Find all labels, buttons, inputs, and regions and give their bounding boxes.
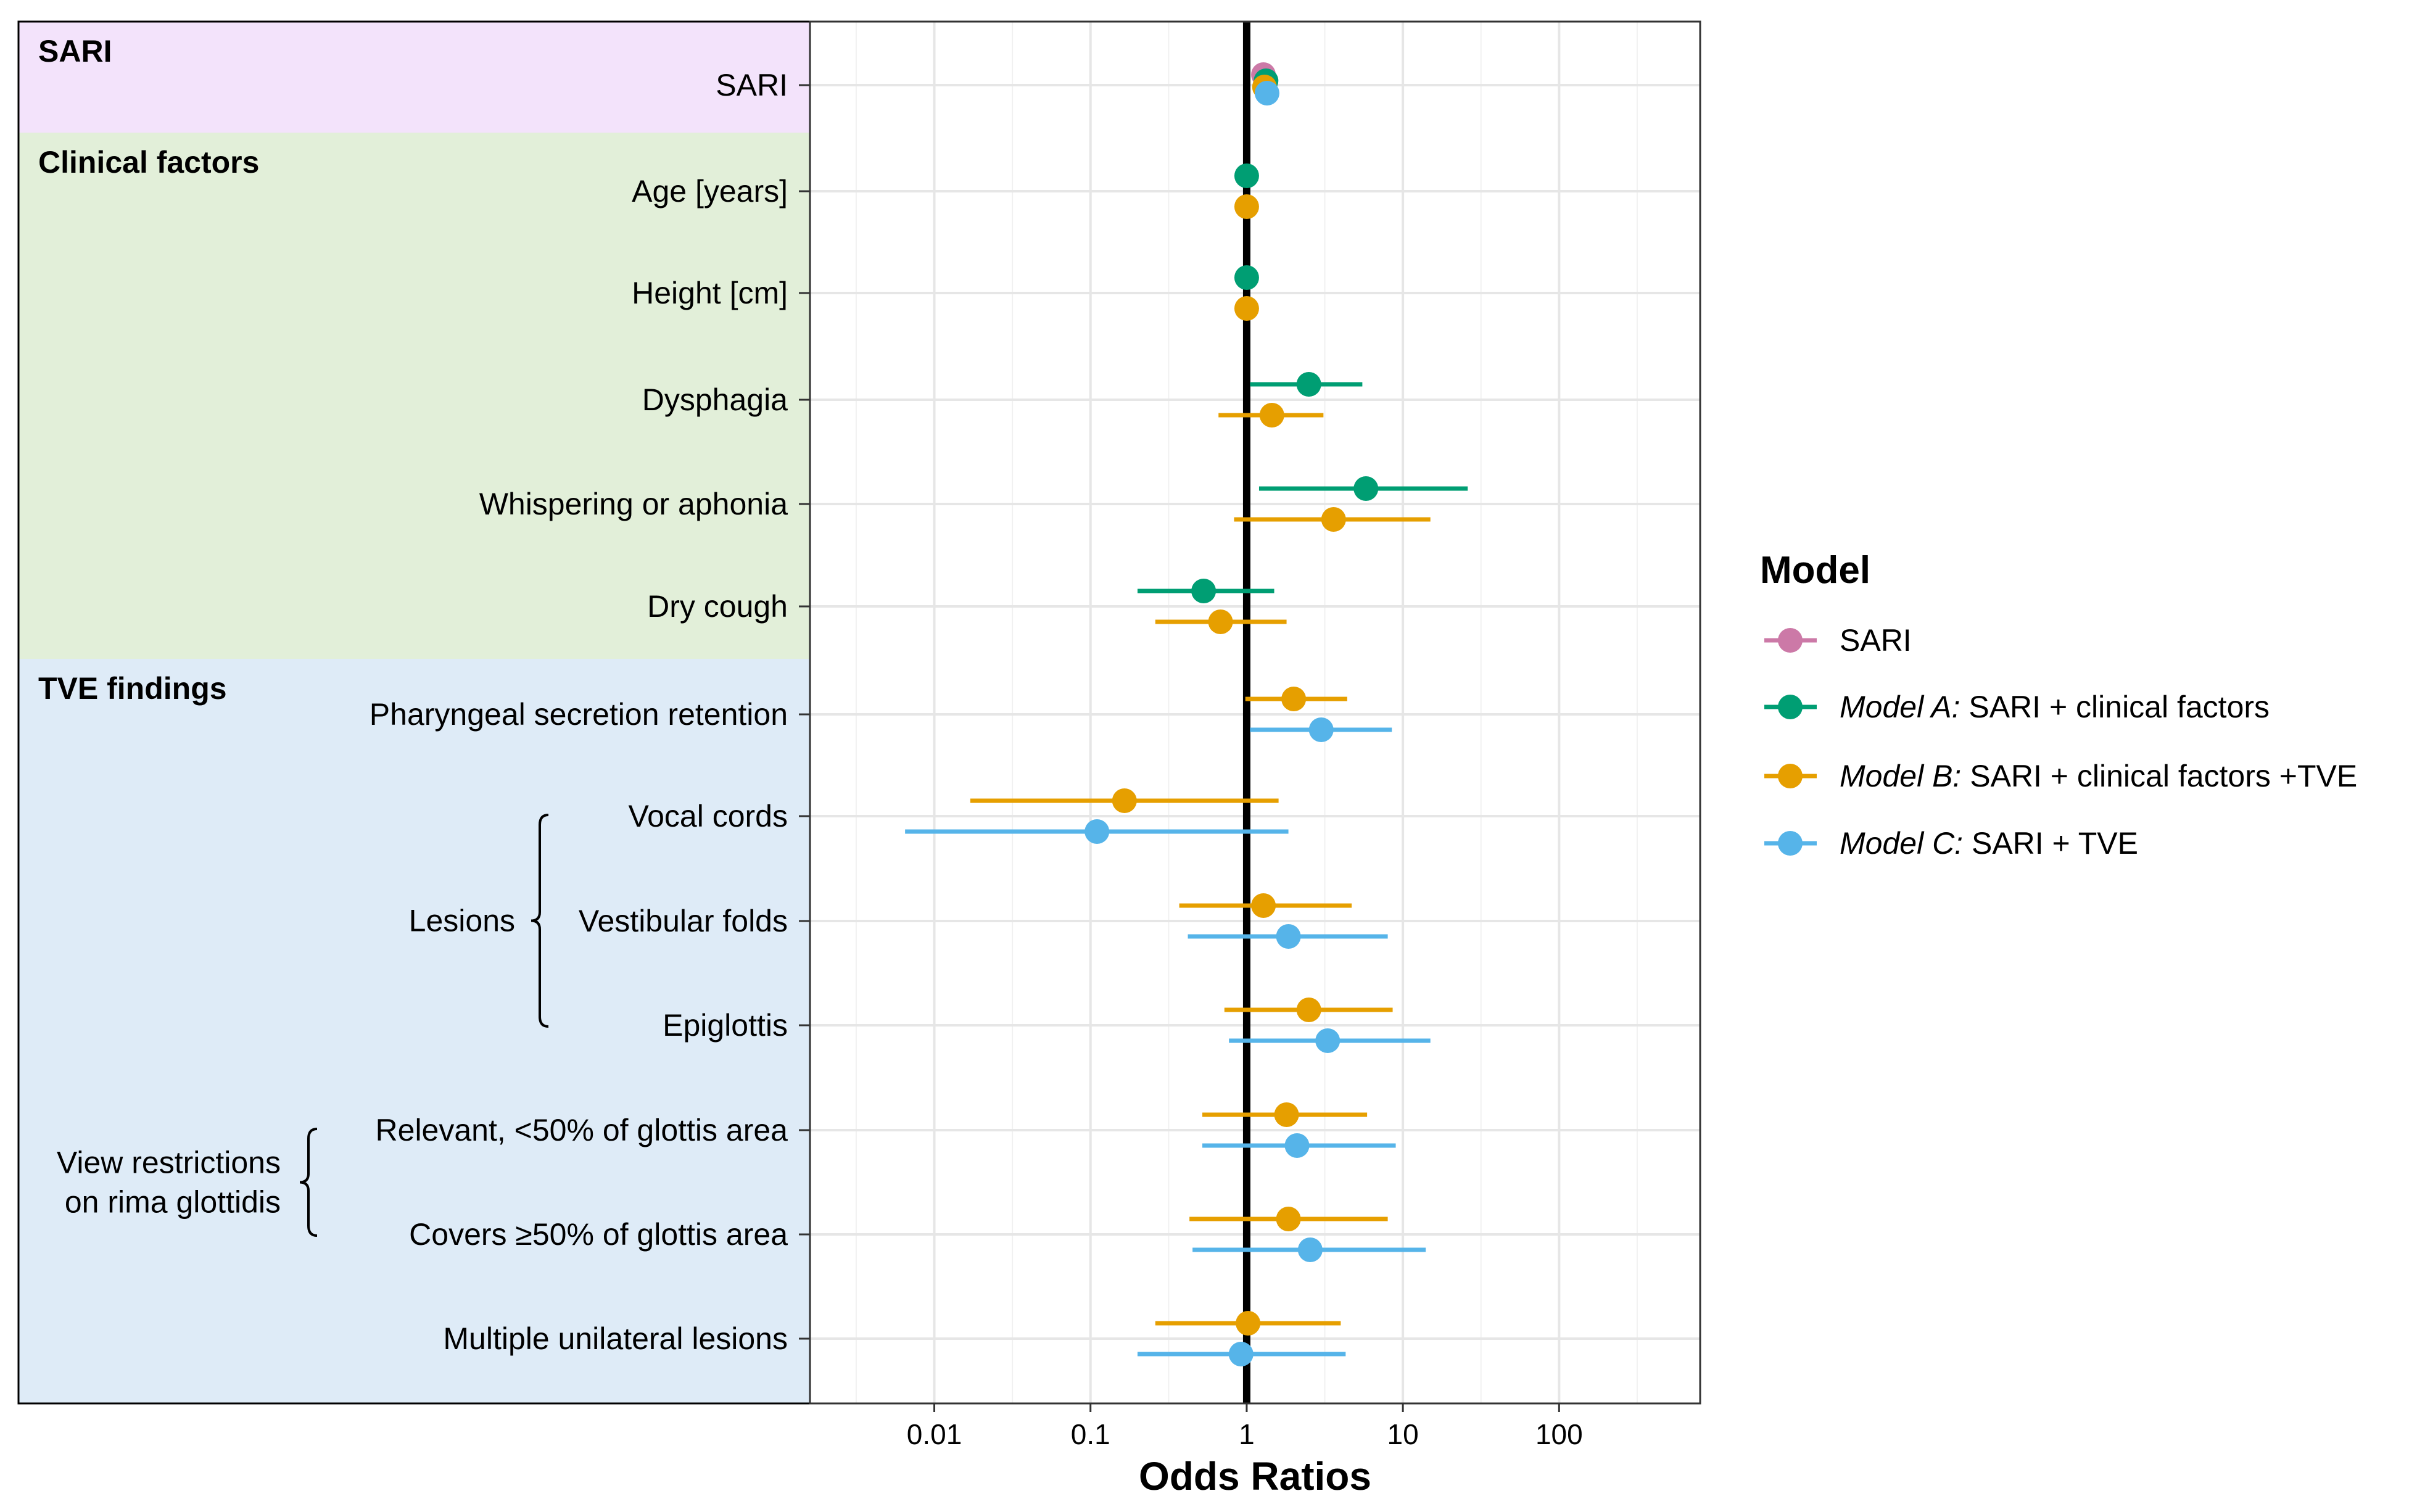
bracket-label: on rima glottidis [65, 1185, 281, 1220]
plot-panel [809, 20, 1701, 1405]
point-estimate [1251, 893, 1276, 918]
row-label: Whispering or aphonia [479, 487, 788, 521]
legend-label: Model C: SARI + TVE [1840, 826, 2138, 861]
x-tick-label: 0.01 [907, 1418, 962, 1450]
row-label: Vestibular folds [579, 904, 788, 938]
row-label: Covers ≥50% of glottis area [409, 1217, 788, 1252]
row-label: Vocal cords [629, 799, 788, 833]
row-label: Dry cough [647, 589, 788, 624]
point-estimate [1276, 1207, 1301, 1231]
bracket [299, 1128, 318, 1237]
point-estimate [1234, 265, 1259, 290]
legend-item: Model B: SARI + clinical factors +TVE [1764, 759, 2357, 793]
point-estimate [1254, 81, 1279, 105]
x-tick-label: 1 [1239, 1418, 1255, 1450]
point-estimate [1234, 163, 1259, 188]
group-title: Clinical factors [38, 145, 259, 180]
point-estimate [1236, 1311, 1261, 1336]
point-estimate [1284, 1133, 1310, 1158]
x-axis: 0.01 0.1 1 10 100 Odds Ratios [907, 1403, 1583, 1498]
row-label: Multiple unilateral lesions [443, 1321, 788, 1356]
variable-label-panel: SARI Clinical factors TVE findings SARI Age … [17, 20, 811, 1405]
legend-label: Model A: SARI + clinical factors [1840, 690, 2270, 724]
row-label: Pharyngeal secretion retention [370, 697, 788, 732]
legend-item: SARI [1764, 623, 1912, 658]
point-estimate [1308, 717, 1334, 742]
row-label: Height [cm] [632, 276, 788, 310]
row-label: Epiglottis [663, 1008, 788, 1043]
point-estimate [1259, 403, 1284, 428]
x-tick-label: 10 [1387, 1418, 1419, 1450]
bracket [531, 814, 549, 1028]
legend-label: SARI [1840, 623, 1912, 658]
x-tick-label: 0.1 [1071, 1418, 1110, 1450]
group-title: SARI [38, 34, 112, 68]
point-estimate [1234, 194, 1259, 219]
legend-item: Model A: SARI + clinical factors [1764, 690, 2270, 724]
row-label: SARI [716, 68, 788, 102]
point-estimate [1274, 1102, 1299, 1127]
point-estimate [1321, 507, 1346, 532]
series-3 [905, 81, 1431, 1366]
point-estimate [1228, 1342, 1254, 1366]
point-estimate [1276, 924, 1301, 949]
bracket-label: Lesions [409, 904, 515, 938]
point-estimate [1296, 998, 1321, 1022]
plot-background [810, 22, 1700, 1403]
legend-key-dot [1778, 831, 1803, 856]
legend-key-dot [1778, 628, 1803, 653]
bracket-label: View restrictions [57, 1146, 281, 1180]
point-estimate [1353, 476, 1379, 501]
plot-border [809, 20, 1701, 1405]
legend-label: Model B: SARI + clinical factors +TVE [1840, 759, 2357, 793]
point-estimate [1208, 609, 1233, 634]
point-estimate [1296, 372, 1321, 397]
x-tick-label: 100 [1535, 1418, 1583, 1450]
point-estimate [1234, 296, 1259, 321]
series-2 [970, 75, 1431, 1336]
group-band-0 [19, 22, 810, 133]
point-estimate [1084, 819, 1110, 844]
group-band-1 [19, 133, 810, 659]
group-title: TVE findings [38, 671, 227, 706]
point-estimate [1191, 579, 1217, 603]
legend: Model SARI Model A: SARI + clinical factor… [1760, 549, 2357, 861]
point-estimate [1315, 1028, 1341, 1053]
legend-item: Model C: SARI + TVE [1764, 826, 2138, 861]
legend-title: Model [1760, 549, 1870, 592]
group-band-2 [19, 659, 810, 1403]
point-estimate [1112, 788, 1137, 813]
point-estimate [1281, 687, 1307, 711]
point-estimate [1297, 1237, 1323, 1262]
chart-marks [905, 22, 1468, 1403]
row-label: Dysphagia [642, 382, 788, 417]
row-label: Relevant, <50% of glottis area [376, 1113, 788, 1147]
row-label: Age [years] [632, 174, 788, 209]
x-axis-title: Odds Ratios [1139, 1454, 1371, 1498]
legend-key-dot [1778, 695, 1803, 719]
legend-key-dot [1778, 764, 1803, 788]
